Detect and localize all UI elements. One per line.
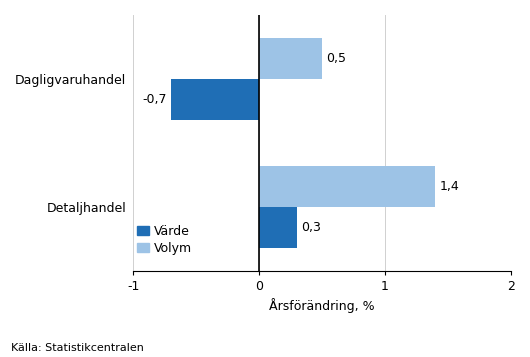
Bar: [171, 79, 259, 120]
Text: 1,4: 1,4: [439, 180, 459, 193]
Text: Källa: Statistikcentralen: Källa: Statistikcentralen: [11, 343, 144, 353]
X-axis label: Årsförändring, %: Årsförändring, %: [269, 298, 375, 313]
Text: -0,7: -0,7: [143, 93, 167, 106]
Text: 0,3: 0,3: [301, 221, 321, 234]
Bar: [259, 207, 297, 248]
Legend: Värde, Volym: Värde, Volym: [132, 220, 198, 260]
Bar: [259, 166, 436, 207]
Text: 0,5: 0,5: [326, 52, 346, 65]
Bar: [259, 38, 322, 79]
